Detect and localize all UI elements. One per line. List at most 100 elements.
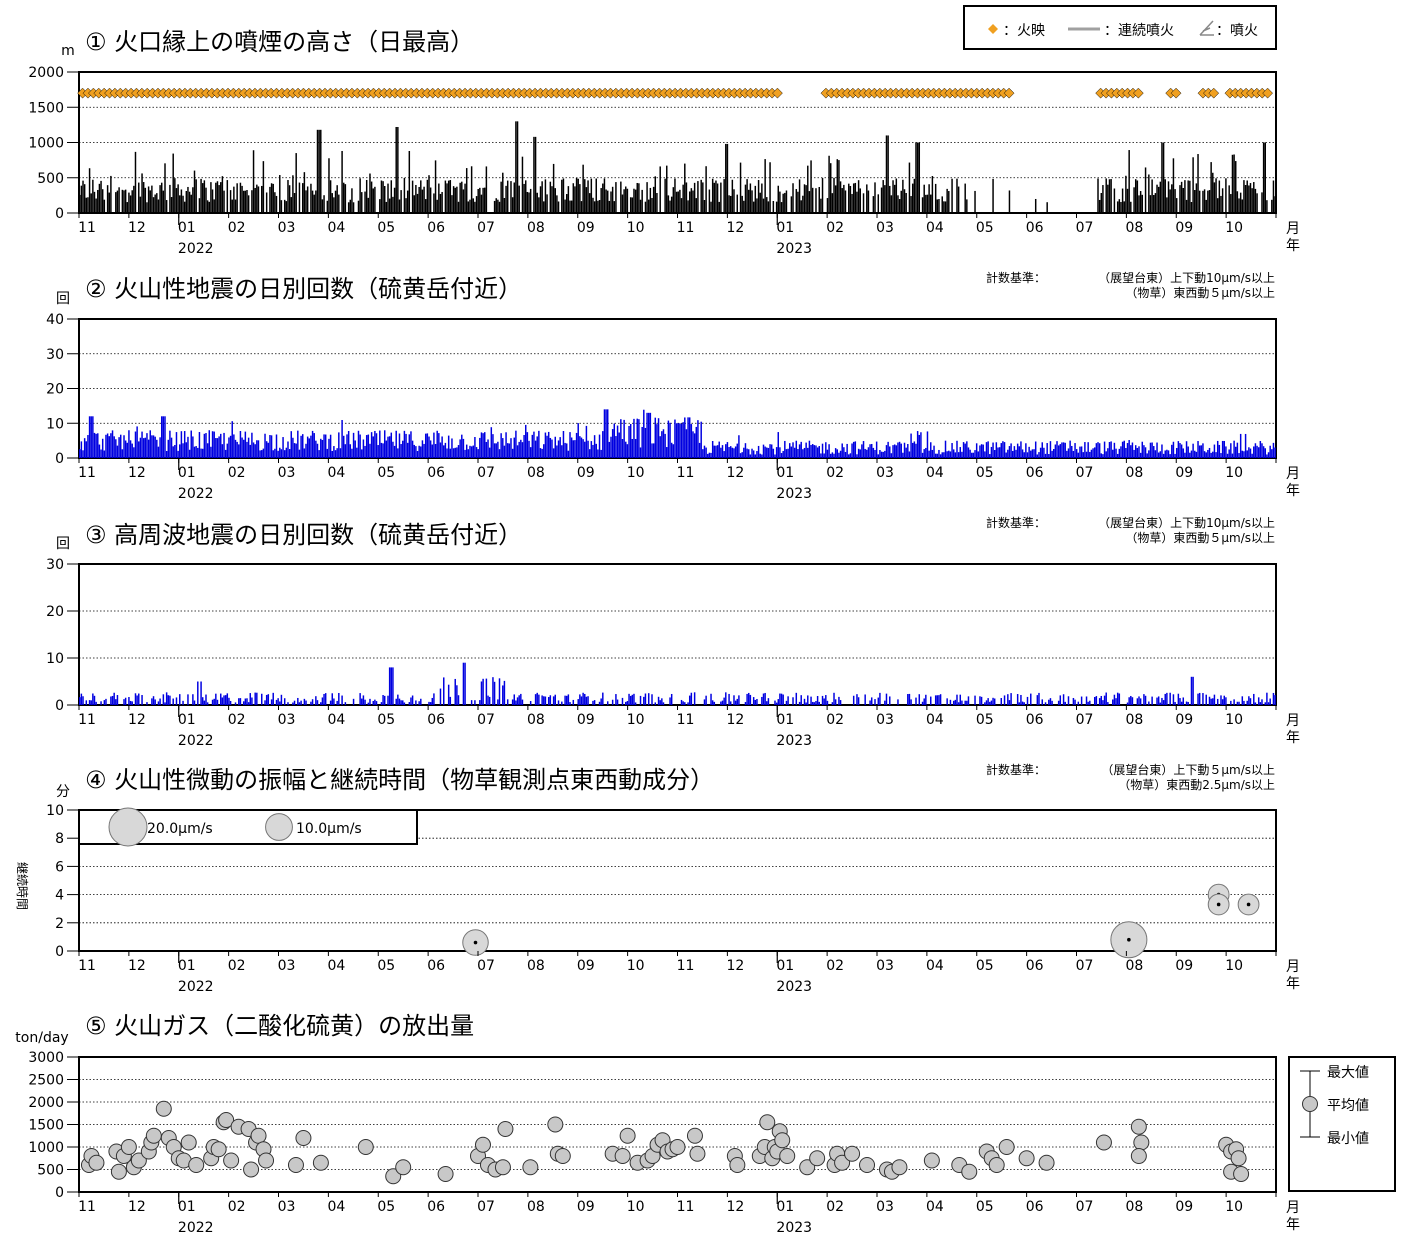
bar	[962, 442, 965, 458]
bar	[903, 442, 906, 458]
x-tick-label: 11	[78, 220, 96, 236]
bar	[687, 200, 689, 213]
bar	[1064, 442, 1066, 458]
bar	[180, 431, 183, 458]
bar	[633, 418, 635, 458]
bar	[110, 175, 112, 213]
bar	[951, 178, 953, 213]
x-tick-label: 02	[826, 465, 844, 481]
x-tick-label: 03	[876, 958, 894, 974]
bar	[1062, 442, 1065, 458]
bar	[172, 698, 174, 705]
bar	[506, 443, 509, 458]
bar	[511, 197, 514, 213]
bar	[828, 155, 830, 213]
bar	[984, 451, 986, 458]
bar	[818, 701, 820, 705]
bar	[216, 181, 219, 213]
bar	[659, 436, 661, 458]
amp-legend-circle-large	[108, 807, 148, 847]
bar	[116, 695, 119, 705]
bar	[1121, 188, 1124, 213]
bar	[1208, 190, 1211, 213]
bar	[1149, 195, 1152, 213]
bar	[182, 195, 184, 213]
bar	[710, 693, 712, 705]
bar	[679, 189, 681, 213]
bar	[1182, 187, 1185, 213]
bar	[811, 701, 814, 705]
bar	[449, 448, 452, 458]
bar	[567, 186, 570, 213]
bar	[415, 700, 417, 705]
bar	[784, 192, 786, 213]
bar	[147, 439, 150, 458]
bar	[388, 198, 391, 213]
bar	[980, 696, 983, 705]
bar	[913, 178, 916, 213]
bar	[456, 186, 458, 213]
bar	[321, 697, 324, 705]
bar	[490, 427, 493, 458]
year-label: 2022	[178, 979, 214, 995]
bar	[628, 693, 630, 705]
bar	[975, 443, 978, 458]
bar	[251, 432, 253, 458]
bar	[1246, 450, 1248, 458]
bar	[329, 700, 332, 705]
bar	[748, 189, 750, 213]
bar	[884, 450, 886, 458]
bar	[777, 432, 779, 458]
bar	[782, 450, 784, 458]
x-tick-label: 12	[128, 958, 146, 974]
bar	[352, 202, 355, 213]
bar	[292, 702, 294, 705]
bar	[1208, 696, 1211, 705]
bar	[502, 685, 504, 705]
x-tick-label: 11	[677, 958, 695, 974]
bar	[111, 430, 114, 458]
bar	[803, 184, 806, 213]
so2-point	[891, 1159, 908, 1176]
bar	[579, 184, 581, 213]
bar	[849, 453, 852, 458]
bar	[759, 453, 761, 458]
bar	[1115, 698, 1117, 705]
bar	[974, 450, 976, 458]
year-suffix: 年	[1286, 730, 1300, 746]
bar	[877, 194, 880, 213]
bar	[631, 197, 634, 213]
bar	[1259, 440, 1262, 458]
bar	[656, 424, 658, 458]
bar	[492, 677, 494, 705]
bar	[438, 183, 440, 213]
bar	[769, 444, 771, 458]
so2-point	[522, 1159, 539, 1176]
bar	[841, 443, 843, 458]
bar	[1139, 698, 1142, 705]
bar	[90, 700, 92, 705]
bar	[1243, 700, 1245, 705]
bar	[516, 697, 519, 705]
bar	[690, 692, 693, 705]
bar	[1120, 446, 1122, 458]
x-tick-label: 12	[128, 712, 146, 728]
bar	[1266, 200, 1268, 213]
bar	[154, 699, 156, 705]
bar	[575, 432, 578, 458]
bar	[529, 701, 532, 705]
bar	[754, 699, 757, 705]
bar	[395, 126, 397, 213]
bar	[452, 186, 455, 213]
bar	[1205, 199, 1207, 213]
bar	[672, 444, 675, 458]
bar	[810, 696, 812, 705]
bar	[95, 198, 97, 213]
bar	[1000, 443, 1003, 458]
bar	[223, 190, 225, 213]
bar	[938, 695, 940, 705]
bar	[256, 692, 258, 705]
bar	[126, 442, 129, 458]
bar	[726, 442, 729, 458]
bar	[1215, 452, 1217, 458]
